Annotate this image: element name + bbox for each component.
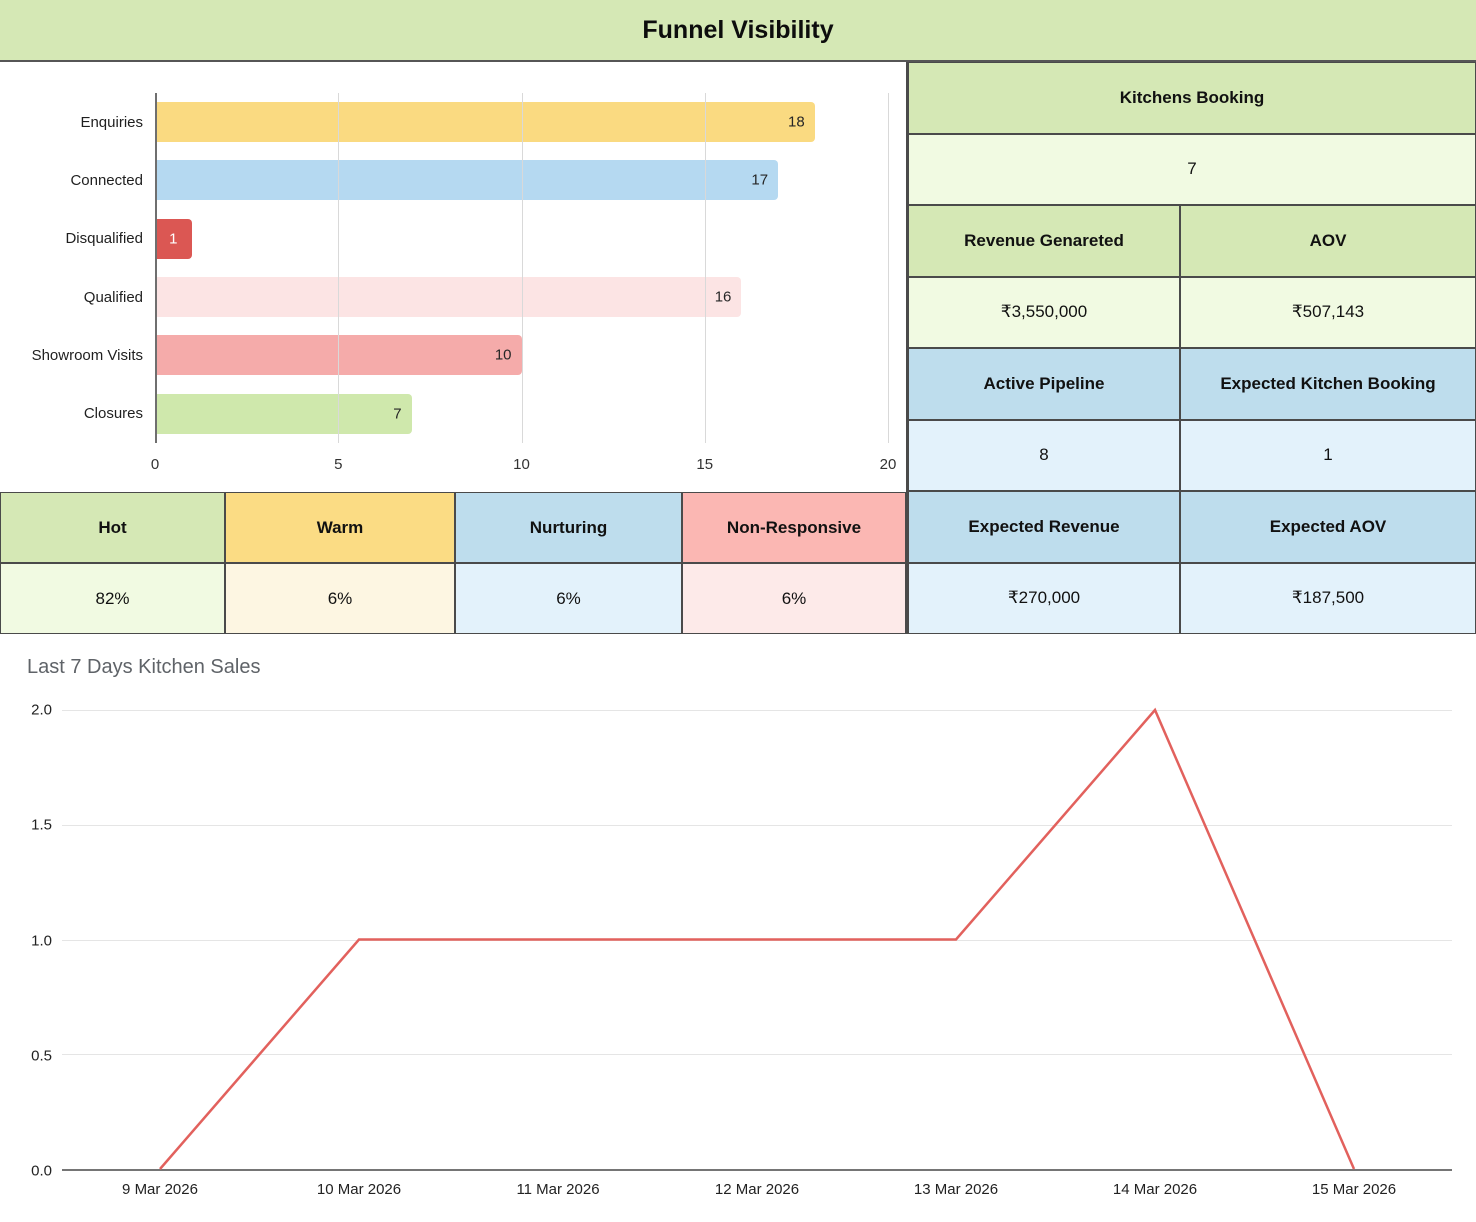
funnel-bar-value: 18 — [788, 113, 805, 131]
funnel-bar: 7 — [155, 393, 412, 434]
segment-value-non-responsive: 6% — [682, 563, 906, 634]
funnel-bar-value: 1 — [169, 230, 178, 248]
aov-value: ₹507,143 — [1180, 276, 1476, 348]
bar-chart-x-tick-label: 10 — [513, 456, 530, 473]
line-chart-y-tick-label: 2.0 — [31, 701, 52, 719]
line-chart-gridline — [62, 710, 1452, 711]
page-title: Funnel Visibility — [642, 15, 834, 44]
funnel-bar-value: 16 — [714, 288, 732, 306]
expected-aov-header: Expected AOV — [1180, 491, 1476, 563]
kitchens-booking-value: 7 — [908, 133, 1476, 205]
expected-aov-value: ₹187,500 — [1180, 562, 1476, 634]
expected-revenue-header: Expected Revenue — [908, 491, 1180, 563]
funnel-bar-value: 7 — [393, 405, 402, 423]
kitchens-booking-table: Kitchens Booking 7 Revenue Genareted AOV… — [906, 62, 1476, 634]
funnel-bar-chart: Enquiries 18 Connected 17 Disqualified 1 Quali… — [0, 62, 906, 490]
funnel-bar-row: Connected 17 — [70, 151, 888, 209]
bar-chart-x-tick-label: 15 — [696, 456, 714, 473]
line-chart-y-tick-label: 0.0 — [31, 1162, 52, 1180]
active-pipeline-header: Active Pipeline — [908, 348, 1180, 420]
funnel-category-label: Enquiries — [80, 113, 143, 131]
kitchen-sales-section: Last 7 Days Kitchen Sales 0.0 0.5 1.0 1.5 2.… — [0, 634, 1476, 1220]
funnel-bar: 18 — [155, 102, 815, 143]
funnel-bar-row: Enquiries 18 — [80, 93, 888, 151]
funnel-category-label: Connected — [70, 171, 143, 189]
line-chart-x-tick-label: 13 Mar 2026 — [913, 1181, 999, 1198]
bar-chart-gridline — [704, 93, 706, 443]
line-chart-x-tick-label: 11 Mar 2026 — [516, 1181, 600, 1198]
bar-chart-gridline — [338, 93, 340, 443]
bar-chart-x-tick-label: 5 — [334, 456, 343, 473]
expected-kitchen-booking-value: 1 — [1180, 419, 1476, 491]
bar-chart-x-tick-label: 20 — [879, 456, 897, 473]
kitchens-booking-header: Kitchens Booking — [908, 62, 1476, 134]
active-pipeline-value: 8 — [908, 419, 1180, 491]
line-chart-gridline — [62, 1054, 1452, 1056]
expected-kitchen-booking-header: Expected Kitchen Booking — [1180, 348, 1476, 420]
line-chart-x-tick-label: 9 Mar 2026 — [122, 1181, 198, 1198]
kitchen-sales-line-plot — [62, 710, 1452, 1171]
funnel-bar-row: Closures 7 — [84, 385, 888, 443]
segment-value-warm: 6% — [225, 563, 455, 634]
segment-header-non-responsive: Non-Responsive — [682, 492, 906, 563]
funnel-category-label: Closures — [83, 405, 143, 423]
line-chart-y-tick-label: 1.0 — [31, 932, 52, 949]
funnel-bar-plot: Enquiries 18 Connected 17 Disqualified 1 Quali… — [32, 93, 889, 443]
line-chart-x-tick-label: 12 Mar 2026 — [714, 1181, 800, 1198]
line-chart-gridline — [62, 824, 1452, 826]
funnel-bar-rows: Enquiries 18 Connected 17 Disqualified 1 Quali… — [32, 93, 888, 443]
line-chart-x-tick-label: 14 Mar 2026 — [1112, 1181, 1198, 1198]
funnel-category-label: Disqualified — [65, 230, 143, 248]
funnel-bar-row: Qualified 16 — [84, 268, 888, 326]
expected-revenue-value: ₹270,000 — [908, 562, 1180, 634]
aov-header: AOV — [1180, 205, 1476, 277]
revenue-generated-header: Revenue Genareted — [908, 205, 1180, 277]
segment-value-nurturing: 6% — [455, 563, 682, 634]
line-chart-x-tick-label: 10 Mar 2026 — [316, 1181, 402, 1198]
funnel-bar: 16 — [155, 277, 742, 318]
funnel-x-axis-labels: 0 5 10 15 20 — [151, 456, 897, 474]
line-chart-y-tick-label: 1.5 — [31, 816, 52, 834]
top-section: Enquiries 18 Connected 17 Disqualified 1 Quali… — [0, 62, 1476, 634]
funnel-bar: 1 — [155, 218, 192, 259]
funnel-bar-value: 10 — [494, 346, 512, 364]
kitchen-sales-line-svg — [62, 710, 1452, 1169]
funnel-bar-value: 17 — [751, 171, 769, 189]
segment-header-warm: Warm — [225, 492, 455, 563]
line-chart-x-tick-label: 15 Mar 2026 — [1311, 1181, 1397, 1198]
funnel-category-label: Showroom Visits — [31, 346, 143, 364]
funnel-bar: 17 — [155, 160, 779, 201]
segment-header-nurturing: Nurturing — [455, 492, 682, 563]
funnel-bar-row: Disqualified 1 — [65, 210, 888, 268]
bar-chart-gridline — [888, 93, 889, 443]
revenue-generated-value: ₹3,550,000 — [908, 276, 1180, 348]
kitchen-sales-line — [160, 710, 1354, 1169]
segment-value-hot: 82% — [0, 563, 225, 634]
funnel-category-label: Qualified — [83, 288, 143, 306]
segment-header-hot: Hot — [0, 492, 225, 563]
bar-chart-gridline — [521, 93, 523, 443]
page-title-band: Funnel Visibility — [0, 0, 1476, 62]
bar-chart-y-axis-line — [155, 93, 157, 443]
funnel-panel: Enquiries 18 Connected 17 Disqualified 1 Quali… — [0, 62, 906, 634]
bar-chart-x-tick-label: 0 — [150, 456, 160, 473]
segments-table: Hot Warm Nurturing Non-Responsive 82% 6%… — [0, 492, 906, 634]
line-chart-title: Last 7 Days Kitchen Sales — [27, 656, 261, 678]
line-chart-y-tick-label: 0.5 — [31, 1047, 52, 1065]
